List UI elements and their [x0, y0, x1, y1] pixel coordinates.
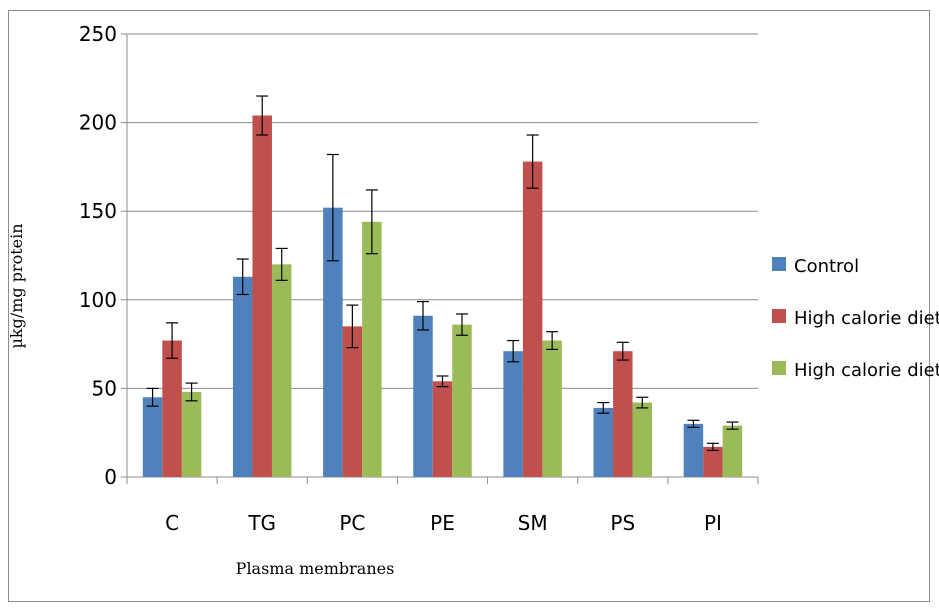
bars — [142, 115, 743, 478]
bar — [722, 425, 743, 477]
bar — [232, 276, 253, 477]
bar — [142, 397, 163, 477]
bar — [342, 326, 363, 477]
x-tick-label: PC — [339, 511, 365, 535]
y-axis-title: µkg/mg protein — [7, 223, 26, 348]
bar — [432, 381, 453, 477]
bar — [703, 446, 723, 477]
x-tick-label: C — [165, 511, 179, 535]
bar — [413, 315, 433, 477]
bar — [323, 207, 343, 477]
y-tick-label: 100 — [79, 288, 117, 312]
bar — [271, 264, 292, 477]
y-tick-label: 250 — [79, 22, 117, 46]
legend-swatch — [772, 361, 786, 375]
legend-label: High calorie diet+FNG — [794, 360, 939, 381]
x-tick-label: PS — [610, 511, 635, 535]
legend-swatch — [772, 309, 786, 323]
x-tick-label: PI — [704, 511, 722, 535]
gridlines — [127, 33, 758, 389]
bar — [683, 423, 704, 477]
chart-frame — [8, 10, 930, 602]
x-tick-label: SM — [518, 511, 548, 535]
y-tick-label: 200 — [79, 111, 117, 135]
tick-labels: 0 50 100 150 200 250 C TG PC PE SM PS PI — [79, 22, 722, 535]
x-tick-label: TG — [247, 511, 276, 535]
y-tick-label: 50 — [92, 376, 117, 400]
bar — [181, 391, 202, 477]
error-bars — [146, 95, 739, 452]
x-tick-label: PE — [430, 511, 455, 535]
bar — [593, 407, 614, 477]
y-tick-label: 150 — [79, 199, 117, 223]
legend-label: High calorie diet — [794, 308, 939, 329]
legend-label: Control — [794, 256, 859, 277]
bar — [632, 402, 653, 477]
bar — [362, 221, 382, 477]
bar — [252, 115, 272, 478]
bar — [613, 351, 633, 477]
legend-swatch — [772, 257, 786, 271]
bar — [522, 161, 543, 478]
y-tick-label: 0 — [104, 465, 117, 489]
x-axis-title: Plasma membranes — [236, 559, 395, 578]
bar — [162, 340, 182, 477]
legend: Control High calorie diet High calorie die… — [772, 256, 939, 381]
bar — [452, 324, 472, 477]
bar — [542, 340, 562, 477]
bar — [503, 351, 523, 477]
